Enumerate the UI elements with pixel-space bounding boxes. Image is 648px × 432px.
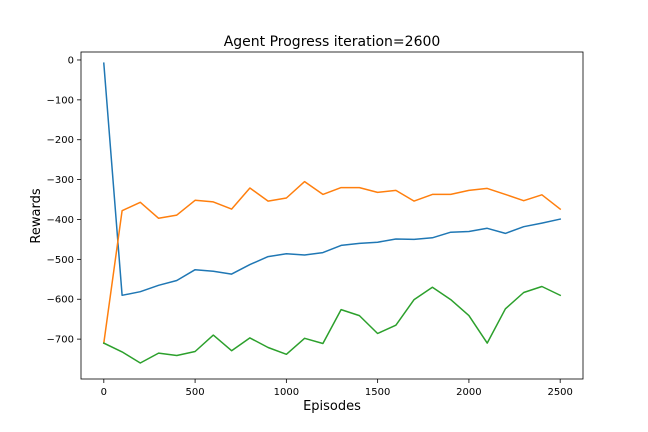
x-tick-label: 2000 <box>456 387 481 398</box>
plot-frame <box>80 51 584 380</box>
y-tick-label: −600 <box>47 295 74 306</box>
x-tick-label: 1500 <box>365 387 390 398</box>
x-tick-label: 1000 <box>274 387 299 398</box>
y-axis: 0 −100 −200 −300 −400 −500 −600 −700 <box>47 55 81 346</box>
series-line-3 <box>102 285 562 364</box>
series-line-2 <box>102 180 562 344</box>
series-line-1 <box>102 62 562 297</box>
x-tick-label: 0 <box>101 387 107 398</box>
x-tick-label: 2500 <box>547 387 572 398</box>
y-tick-label: −500 <box>47 255 74 266</box>
y-tick-label: −300 <box>47 175 74 186</box>
y-tick-label: −400 <box>47 215 74 226</box>
x-tick-label: 500 <box>186 387 205 398</box>
y-axis-label: Rewards <box>29 188 44 243</box>
y-tick-label: −200 <box>47 135 74 146</box>
y-tick-label: 0 <box>68 55 74 66</box>
series-layer <box>102 62 562 364</box>
x-axis: 0 500 1000 1500 2000 2500 <box>101 379 573 398</box>
x-axis-label: Episodes <box>303 399 361 414</box>
chart-title: Agent Progress iteration=2600 <box>224 34 441 50</box>
y-tick-label: −700 <box>47 335 74 346</box>
y-tick-label: −100 <box>47 95 74 106</box>
